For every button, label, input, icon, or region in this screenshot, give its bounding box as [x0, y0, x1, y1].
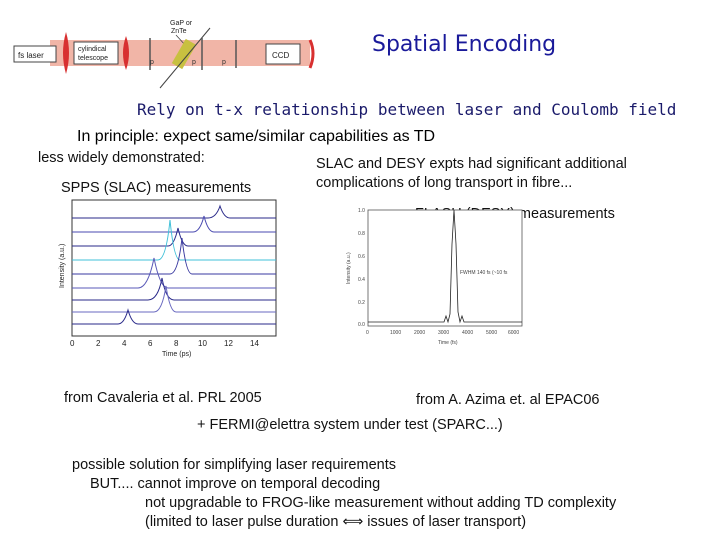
- fermi-text: + FERMI@elettra system under test (SPARC…: [197, 417, 503, 433]
- fs-laser-box: [13, 45, 57, 63]
- telescope-lens-2: [123, 36, 129, 70]
- slac-desy-line-2: complications of long transport in fibre…: [316, 175, 573, 191]
- telescope-label-1: cylindical: [78, 46, 107, 53]
- less-widely-text: less widely demonstrated:: [38, 150, 205, 166]
- svg-text:4000: 4000: [462, 330, 473, 336]
- slac-plot: Intensity (a.u.) 0 2 4 6 8 10 12 14 Time (ps): [59, 199, 277, 358]
- svg-text:1000: 1000: [390, 330, 401, 336]
- svg-text:0: 0: [70, 339, 75, 348]
- svg-text:6: 6: [148, 339, 153, 348]
- slac-ylabel: Intensity (a.u.): [59, 244, 66, 288]
- fs-laser-label: fs laser: [18, 51, 44, 60]
- optical-setup-diagram: fs laser cylindical telescope GaP or ZnT…: [13, 20, 315, 89]
- solution-line-3: not upgradable to FROG-like measurement …: [145, 495, 617, 511]
- crystal-label-1: GaP or: [170, 20, 193, 27]
- ccd-label: CCD: [272, 51, 290, 60]
- svg-text:10: 10: [198, 339, 207, 348]
- svg-text:0.2: 0.2: [358, 300, 365, 306]
- svg-text:2: 2: [96, 339, 101, 348]
- slide-subtitle: Rely on t-x relationship between laser a…: [137, 100, 677, 119]
- slac-xticks: 0 2 4 6 8 10 12 14: [70, 339, 259, 348]
- svg-text:p: p: [222, 59, 226, 66]
- solution-line-4: (limited to laser pulse duration ⟺ issue…: [145, 514, 527, 530]
- svg-text:0: 0: [366, 330, 369, 336]
- slac-xlabel: Time (ps): [162, 351, 191, 358]
- telescope-label-2: telescope: [78, 55, 108, 62]
- desy-yticks: 1.0 0.8 0.6 0.4 0.2 0.0: [358, 208, 365, 328]
- solution-line-1: possible solution for simplifying laser …: [72, 457, 396, 473]
- telescope-box: [73, 41, 119, 65]
- crystal: [171, 38, 197, 70]
- desy-annotation: FWHM 140 fs (~10 fs: [460, 270, 508, 276]
- svg-text:2000: 2000: [414, 330, 425, 336]
- svg-text:4: 4: [122, 339, 127, 348]
- solution-line-2: BUT.... cannot improve on temporal decod…: [90, 476, 381, 492]
- svg-text:1.0: 1.0: [358, 208, 365, 214]
- desy-trace: [368, 209, 522, 324]
- ccd-box: [265, 43, 301, 65]
- svg-text:3000: 3000: [438, 330, 449, 336]
- svg-text:8: 8: [174, 339, 179, 348]
- telescope-lens-1: [63, 32, 69, 74]
- slac-traces: [72, 204, 276, 325]
- desy-xticks: 0 1000 2000 3000 4000 5000 6000: [366, 330, 519, 336]
- ccd-lens: [308, 39, 315, 69]
- slac-desy-line-1: SLAC and DESY expts had significant addi…: [316, 156, 627, 172]
- citation-desy: from A. Azima et. al EPAC06: [416, 392, 600, 408]
- svg-text:12: 12: [224, 339, 233, 348]
- desy-ylabel: Intensity (a.u.): [346, 252, 352, 284]
- svg-text:0.0: 0.0: [358, 322, 365, 328]
- svg-text:p: p: [192, 59, 196, 66]
- spps-label: SPPS (SLAC) measurements: [61, 180, 252, 196]
- citation-slac: from Cavaleria et al. PRL 2005: [64, 390, 262, 406]
- desy-xlabel: Time (fs): [438, 340, 458, 346]
- svg-text:6000: 6000: [508, 330, 519, 336]
- desy-plot: 1.0 0.8 0.6 0.4 0.2 0.0 Intensity (a.u.) FWH…: [346, 208, 523, 346]
- svg-text:5000: 5000: [486, 330, 497, 336]
- svg-text:0.6: 0.6: [358, 254, 365, 260]
- principle-text: In principle: expect same/similar capabi…: [77, 128, 436, 145]
- crystal-label-2: ZnTe: [171, 28, 187, 35]
- svg-text:p: p: [150, 59, 154, 66]
- svg-text:0.4: 0.4: [358, 277, 365, 283]
- slide-title: Spatial Encoding: [372, 32, 557, 57]
- svg-text:14: 14: [250, 339, 259, 348]
- svg-text:0.8: 0.8: [358, 231, 365, 237]
